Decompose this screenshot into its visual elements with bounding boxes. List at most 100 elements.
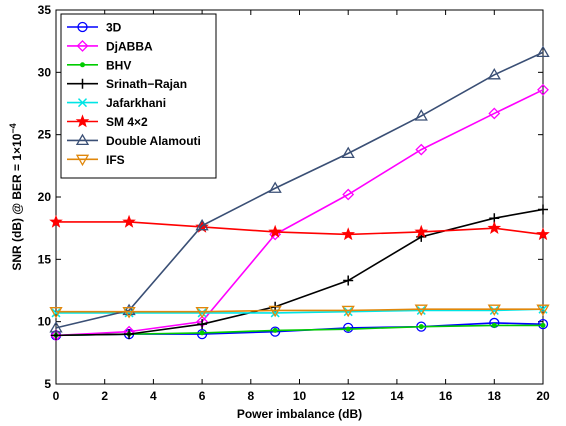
y-tick-label: 10 <box>38 315 52 329</box>
x-tick-label: 12 <box>342 389 356 403</box>
y-axis-label-main: SNR (dB) @ BER = 1×10 <box>10 133 24 270</box>
legend-label: DjABBA <box>106 39 153 53</box>
data-point <box>122 214 136 228</box>
y-tick-label: 15 <box>38 252 52 266</box>
data-point <box>415 143 428 156</box>
x-tick-label: 4 <box>150 389 157 403</box>
data-point <box>343 275 354 286</box>
data-point <box>538 204 548 215</box>
legend-marker <box>80 62 85 68</box>
data-point <box>540 322 546 328</box>
data-point <box>341 146 355 159</box>
data-point <box>197 308 207 318</box>
legend-label: 3D <box>106 21 122 35</box>
data-point <box>122 303 136 316</box>
series-layer <box>49 45 550 342</box>
data-point <box>537 319 549 330</box>
series-line <box>56 221 544 236</box>
x-tick-label: 18 <box>488 389 502 403</box>
data-point <box>488 107 501 120</box>
legend-label: Jafarkhani <box>106 96 166 110</box>
legend-label: Double Alamouti <box>106 134 201 148</box>
data-point <box>414 304 428 316</box>
legend-box <box>60 13 217 179</box>
legend: 3D DjABBA BHV Srinath−Rajan Jafarkhani SM 4×2… <box>60 13 217 179</box>
series-line <box>55 51 544 329</box>
data-point <box>199 330 205 336</box>
legend-marker <box>77 21 88 33</box>
data-point <box>195 307 209 319</box>
data-point <box>536 304 550 316</box>
legend-label: IFS <box>106 153 125 167</box>
legend-item: 3D <box>67 21 122 35</box>
data-point <box>536 45 550 58</box>
data-point <box>51 308 61 318</box>
data-point <box>418 324 424 330</box>
legend-marker <box>77 98 88 108</box>
data-point <box>414 109 428 121</box>
data-point <box>343 322 354 334</box>
data-point <box>487 304 501 316</box>
series-line <box>55 208 544 337</box>
data-point <box>414 224 429 238</box>
data-point <box>122 307 136 319</box>
x-tick-label: 14 <box>390 389 404 403</box>
x-tick-label: 10 <box>293 389 307 403</box>
legend-item: DjABBA <box>67 39 153 53</box>
y-tick-label: 30 <box>38 65 52 79</box>
data-point <box>341 227 356 241</box>
data-point <box>487 221 502 234</box>
x-tick-label: 20 <box>536 389 550 403</box>
legend-item: SM 4×2 <box>67 114 148 129</box>
x-axis-label: Power imbalance (dB) <box>237 407 362 421</box>
data-point <box>124 329 135 340</box>
series-line <box>55 324 543 337</box>
data-point <box>345 326 351 332</box>
y-tick-label: 25 <box>38 128 52 142</box>
x-tick-label: 2 <box>101 389 108 403</box>
x-tick-label: 0 <box>53 389 60 403</box>
legend-label: Srinath−Rajan <box>106 77 187 91</box>
series-line <box>56 308 544 314</box>
x-tick-label: 8 <box>247 389 254 403</box>
data-point <box>268 181 282 193</box>
data-point <box>272 327 278 333</box>
y-tick-label: 5 <box>44 377 51 391</box>
x-tick-label: 16 <box>439 389 453 403</box>
data-point <box>491 322 497 328</box>
data-point <box>196 328 208 340</box>
legend-item: Jafarkhani <box>67 96 166 110</box>
data-point <box>49 307 63 319</box>
axis-ticks: 0 2 4 6 8 10 12 14 16 18 20 5 10 15 20 25 30 35 <box>38 3 550 403</box>
legend-marker <box>77 78 88 89</box>
data-point <box>269 326 281 337</box>
data-point <box>416 305 426 315</box>
series-line <box>56 308 543 313</box>
legend-marker <box>76 39 89 52</box>
legend-marker <box>75 133 90 146</box>
data-point <box>487 68 501 80</box>
y-axis-label-exponent: −4 <box>8 123 18 133</box>
legend-item: Srinath−Rajan <box>67 77 187 91</box>
data-point <box>343 307 353 317</box>
data-point <box>49 321 63 333</box>
data-point <box>195 218 209 231</box>
series-7 <box>49 304 550 319</box>
y-tick-label: 35 <box>38 3 52 17</box>
legend-marker <box>75 154 90 167</box>
legend-marker <box>75 114 90 128</box>
legend-label: BHV <box>106 58 131 72</box>
data-point <box>268 224 282 238</box>
data-point <box>341 305 355 318</box>
series-line <box>55 89 544 337</box>
data-point <box>49 214 63 228</box>
legend-item: IFS <box>67 153 125 167</box>
data-point <box>537 83 549 96</box>
data-point <box>342 188 355 201</box>
legend-label: SM 4×2 <box>106 115 148 129</box>
y-tick-label: 20 <box>38 190 52 204</box>
data-point <box>197 319 208 330</box>
x-tick-label: 6 <box>199 389 206 403</box>
data-point <box>536 227 550 241</box>
